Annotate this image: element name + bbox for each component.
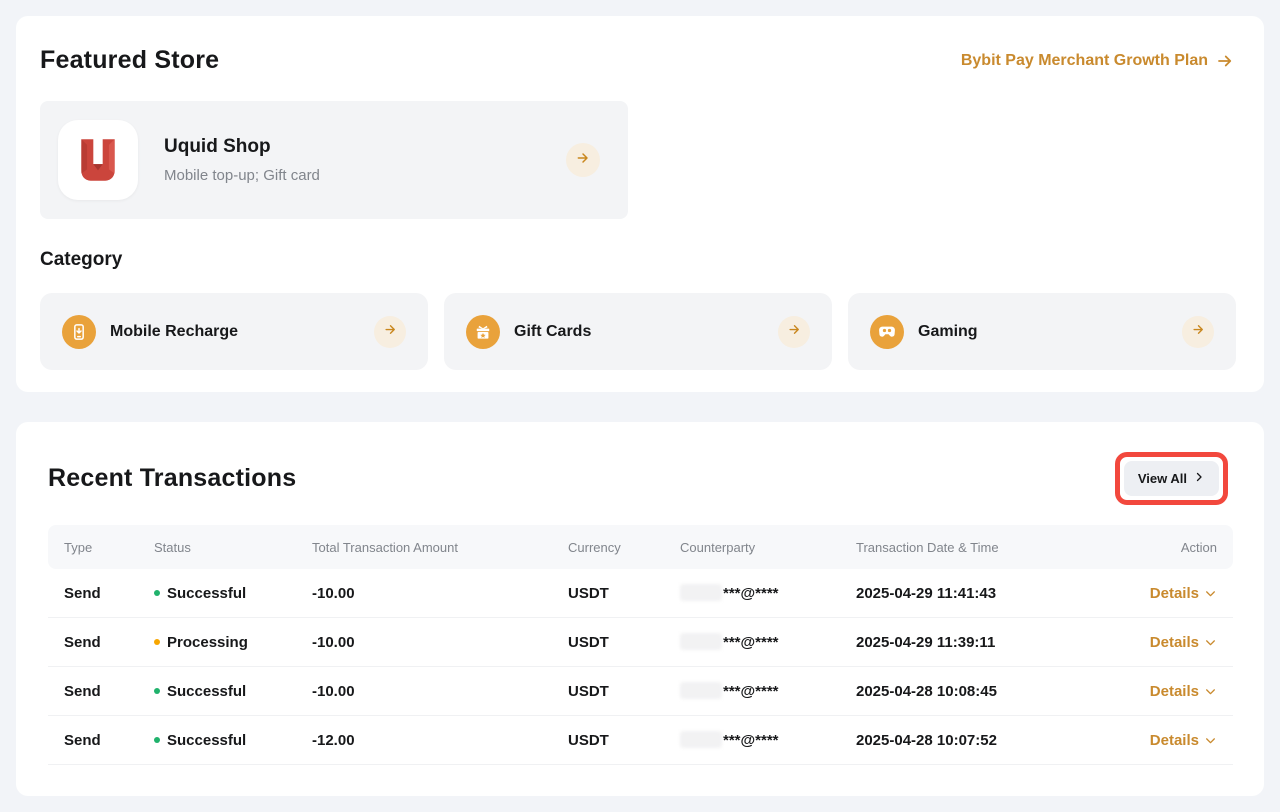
column-header-datetime: Transaction Date & Time	[856, 539, 999, 555]
chevron-down-icon	[1204, 685, 1217, 698]
tx-currency: USDT	[568, 682, 609, 700]
tx-status: Successful	[138, 585, 296, 602]
category-arrow-button[interactable]	[778, 315, 810, 348]
details-link[interactable]: Details	[1150, 634, 1217, 651]
status-dot	[154, 737, 160, 743]
recent-transactions-title: Recent Transactions	[48, 463, 297, 492]
column-header-currency: Currency	[568, 539, 621, 555]
category-card-gift-cards[interactable]: Gift Cards	[444, 293, 832, 370]
tx-datetime: 2025-04-28 10:07:52	[856, 731, 997, 749]
tx-action: Details	[1090, 585, 1233, 602]
tx-amount: -12.00	[312, 731, 355, 749]
transactions-table: Type Status Total Transaction Amount Cur…	[48, 525, 1233, 765]
status-dot	[154, 590, 160, 596]
category-card-gaming[interactable]: Gaming	[848, 293, 1236, 370]
view-all-button[interactable]: View All	[1123, 460, 1219, 496]
uquid-logo	[58, 120, 138, 200]
view-all-wrap: View All	[1114, 451, 1228, 505]
merchant-growth-plan-link[interactable]: Bybit Pay Merchant Growth Plan	[961, 52, 1234, 70]
view-all-label: View All	[1137, 470, 1187, 486]
tx-counterparty: ***@****	[664, 682, 840, 700]
category-card-mobile-recharge[interactable]: Mobile Recharge	[40, 293, 428, 370]
tx-datetime: 2025-04-28 10:08:45	[856, 682, 997, 700]
column-header-action: Action	[1180, 539, 1217, 555]
redacted-blur	[680, 584, 722, 601]
mobile-recharge-icon	[62, 314, 96, 349]
gaming-icon	[870, 314, 904, 349]
tx-type: Send	[64, 731, 101, 749]
status-label: Successful	[167, 731, 247, 749]
tx-status: Processing	[138, 634, 296, 651]
tx-currency: USDT	[568, 731, 609, 749]
tx-action: Details	[1090, 732, 1233, 749]
tx-datetime: 2025-04-29 11:39:11	[856, 633, 996, 651]
store-description: Mobile top-up; Gift card	[164, 167, 320, 184]
status-label: Processing	[167, 633, 248, 651]
table-row: Send Successful -10.00 USDT ***@**** 202…	[48, 667, 1233, 716]
tx-amount: -10.00	[312, 633, 355, 651]
tx-amount: -10.00	[312, 584, 355, 602]
tx-action: Details	[1090, 634, 1233, 651]
tx-type: Send	[64, 584, 101, 602]
redacted-blur	[680, 633, 722, 650]
chevron-right-icon	[1193, 471, 1205, 486]
tx-status: Successful	[138, 732, 296, 749]
details-link[interactable]: Details	[1150, 585, 1217, 602]
recent-transactions-card: Recent Transactions View All Type Status…	[16, 422, 1264, 796]
merchant-growth-plan-label: Bybit Pay Merchant Growth Plan	[960, 51, 1208, 69]
tx-type: Send	[64, 633, 101, 651]
category-arrow-button[interactable]	[374, 315, 406, 348]
table-header-row: Type Status Total Transaction Amount Cur…	[48, 525, 1233, 569]
uquid-u-icon	[81, 139, 115, 181]
category-title: Category	[40, 249, 123, 270]
tx-currency: USDT	[568, 584, 609, 602]
category-label: Mobile Recharge	[110, 322, 239, 340]
arrow-right-icon	[1191, 322, 1206, 342]
arrow-right-icon	[575, 150, 591, 171]
tx-amount: -10.00	[312, 682, 355, 700]
category-arrow-button[interactable]	[1182, 315, 1214, 348]
chevron-down-icon	[1204, 636, 1217, 649]
details-link[interactable]: Details	[1150, 683, 1217, 700]
status-label: Successful	[167, 682, 247, 700]
featured-store-title: Featured Store	[40, 46, 220, 74]
redacted-blur	[680, 731, 722, 748]
table-row: Send Successful -10.00 USDT ***@**** 202…	[48, 569, 1233, 618]
status-dot	[154, 639, 160, 645]
arrow-right-icon	[1216, 52, 1234, 70]
column-header-counterparty: Counterparty	[680, 539, 756, 555]
category-label: Gaming	[918, 322, 978, 340]
column-header-status: Status	[154, 539, 191, 555]
transactions-header: Recent Transactions View All	[48, 451, 1233, 505]
category-label: Gift Cards	[514, 322, 592, 340]
arrow-right-icon	[787, 322, 802, 342]
tx-type: Send	[64, 682, 101, 700]
category-row: Mobile Recharge Gift Cards	[40, 293, 1236, 370]
featured-store-card: Featured Store Bybit Pay Merchant Growth…	[16, 16, 1264, 392]
table-row: Send Processing -10.00 USDT ***@**** 202…	[48, 618, 1233, 667]
redacted-blur	[680, 682, 722, 699]
tx-action: Details	[1090, 683, 1233, 700]
store-texts: Uquid Shop Mobile top-up; Gift card	[164, 136, 566, 184]
column-header-amount: Total Transaction Amount	[312, 539, 458, 555]
featured-store-tile-uquid[interactable]: Uquid Shop Mobile top-up; Gift card	[40, 101, 628, 219]
status-label: Successful	[167, 584, 247, 602]
details-link[interactable]: Details	[1150, 732, 1217, 749]
table-row: Send Successful -12.00 USDT ***@**** 202…	[48, 716, 1233, 765]
status-dot	[154, 688, 160, 694]
tx-counterparty: ***@****	[664, 633, 840, 651]
column-header-type: Type	[64, 539, 93, 555]
tx-counterparty: ***@****	[664, 731, 840, 749]
gift-cards-icon	[466, 314, 500, 349]
chevron-down-icon	[1204, 734, 1217, 747]
tx-currency: USDT	[568, 633, 609, 651]
tx-datetime: 2025-04-29 11:41:43	[856, 584, 997, 602]
arrow-right-icon	[383, 322, 398, 342]
tx-status: Successful	[138, 683, 296, 700]
chevron-down-icon	[1204, 587, 1217, 600]
tx-counterparty: ***@****	[664, 584, 840, 602]
store-name: Uquid Shop	[164, 136, 271, 157]
store-arrow-button[interactable]	[566, 143, 600, 177]
featured-header: Featured Store Bybit Pay Merchant Growth…	[40, 46, 1236, 75]
